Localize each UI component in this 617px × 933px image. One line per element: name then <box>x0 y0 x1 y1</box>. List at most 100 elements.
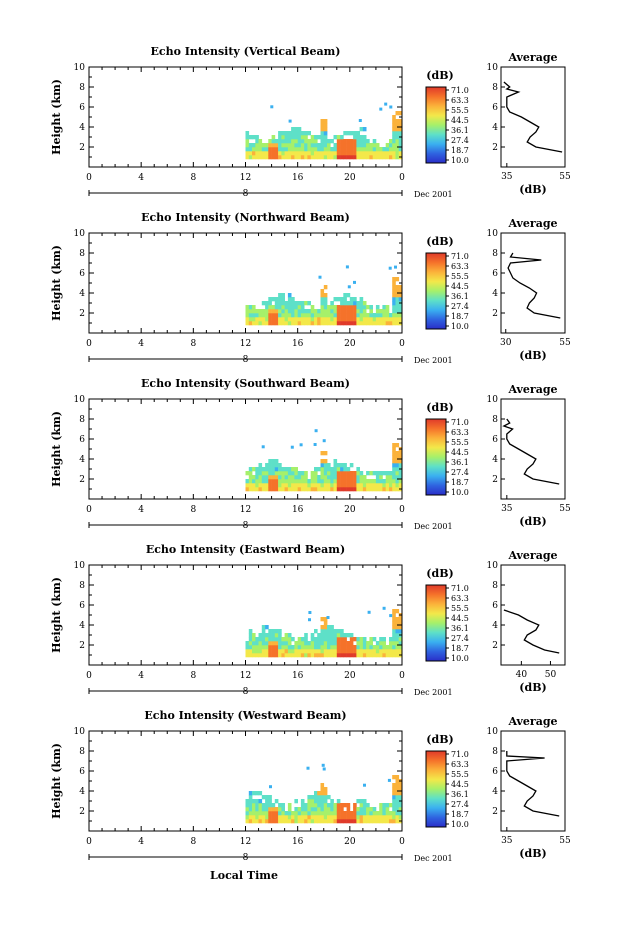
heatmap-cell <box>320 617 325 622</box>
heatmap-cell <box>353 803 357 808</box>
x-tick-label: 20 <box>344 339 356 349</box>
heatmap-cell <box>372 143 377 148</box>
heatmap-cell <box>362 317 367 322</box>
heatmap-cell <box>287 151 292 156</box>
heatmap-cell <box>291 309 295 314</box>
heatmap-cell <box>349 313 354 318</box>
heatmap-cell <box>349 305 354 310</box>
heatmap-cell <box>291 811 295 816</box>
heatmap-cell <box>327 819 331 824</box>
heatmap-cell <box>271 321 276 326</box>
heatmap-cell <box>389 649 393 654</box>
heatmap-cell <box>388 266 392 270</box>
heatmap-cell <box>375 487 380 492</box>
profile-frame <box>500 398 566 500</box>
heatmap-cell <box>343 645 347 650</box>
heatmap-cell <box>258 309 263 314</box>
heatmap-cell <box>258 147 263 152</box>
heatmap-cell <box>252 135 256 140</box>
y-tick-label: 2 <box>79 807 85 817</box>
heatmap-cell <box>314 155 318 160</box>
heatmap-cell <box>343 479 347 484</box>
heatmap-cell <box>346 143 351 148</box>
heatmap-cell <box>268 645 272 650</box>
heatmap-cell <box>297 321 302 326</box>
heatmap-cell <box>287 641 292 646</box>
heatmap-cell <box>369 653 373 658</box>
heatmap-cell <box>375 819 380 824</box>
heatmap-cell <box>375 317 380 322</box>
heatmap-cell <box>356 811 360 816</box>
heatmap-cell <box>395 471 400 476</box>
heatmap-cell <box>330 305 334 310</box>
heatmap-cell <box>398 289 403 294</box>
heatmap-cell <box>385 819 390 824</box>
x-tick-label: 8 <box>190 671 196 681</box>
heatmap-cell <box>366 487 370 492</box>
heatmap-cell <box>349 471 354 476</box>
heatmap-cell <box>294 653 298 658</box>
colorbar-tick-label: 63.3 <box>451 262 469 271</box>
colorbar-tick-label: 63.3 <box>451 428 469 437</box>
heatmap-cell <box>366 151 370 156</box>
heatmap-cell <box>300 803 305 808</box>
heatmap-cell <box>353 483 357 488</box>
heatmap-cell <box>327 483 331 488</box>
heatmap-cell <box>340 483 344 488</box>
heatmap-cell <box>392 479 396 484</box>
heatmap-cell <box>307 487 311 492</box>
heatmap-cell <box>343 633 347 638</box>
heatmap-cell <box>281 637 285 642</box>
heatmap-cell <box>284 151 289 156</box>
heatmap-cell <box>330 483 334 488</box>
heatmap-cell <box>261 819 266 824</box>
heatmap-cell <box>307 819 311 824</box>
heatmap-cell <box>310 803 315 808</box>
heatmap-cell <box>252 479 256 484</box>
heatmap-cell <box>287 479 292 484</box>
heatmap-cell <box>343 313 347 318</box>
heatmap-cell <box>346 305 351 310</box>
heatmap-cell <box>395 139 400 144</box>
heatmap-cell <box>359 301 364 306</box>
heatmap-cell <box>317 653 321 658</box>
colorbar-unit: (dB) <box>426 733 453 746</box>
heatmap-cell <box>291 301 295 306</box>
heatmap-cell <box>327 645 331 650</box>
heatmap-cell <box>389 313 393 318</box>
heatmap-cell <box>349 139 354 144</box>
heatmap-cell <box>336 309 341 314</box>
heatmap-cell <box>310 487 315 492</box>
heatmap-cell <box>359 819 364 824</box>
heatmap-cell <box>379 475 383 480</box>
heatmap-cell <box>340 305 344 310</box>
colorbar-tick-label: 27.4 <box>451 302 469 311</box>
heatmap-cell <box>265 151 269 156</box>
y-tick-label: 6 <box>79 767 85 777</box>
heatmap-cell <box>353 321 357 326</box>
profile-x-label: (dB) <box>519 681 546 694</box>
x-tick-label: 20 <box>344 505 356 515</box>
heatmap-cell <box>317 795 321 800</box>
colorbar-tick-label: 10.0 <box>451 488 469 497</box>
heatmap-cell <box>356 475 360 480</box>
heatmap-cell <box>255 483 259 488</box>
heatmap-cell <box>372 811 377 816</box>
heatmap-cell <box>353 297 357 302</box>
heatmap-cell <box>317 475 321 480</box>
heatmap-cell <box>291 819 295 824</box>
heatmap-cell <box>323 475 328 480</box>
heatmap-cell <box>290 445 294 449</box>
heatmap-cell <box>343 471 347 476</box>
heatmap-cell <box>384 102 388 106</box>
heatmap-cell <box>291 321 295 326</box>
heatmap-cell <box>314 637 318 642</box>
heatmap-cell <box>245 151 250 156</box>
heatmap-cell <box>294 305 298 310</box>
heatmap-cell <box>392 289 396 294</box>
heatmap-cell <box>278 807 282 812</box>
heatmap-cell <box>258 649 263 654</box>
heatmap-cell <box>359 155 364 160</box>
y-tick-label: 8 <box>79 83 85 93</box>
heatmap-cell <box>270 105 274 109</box>
